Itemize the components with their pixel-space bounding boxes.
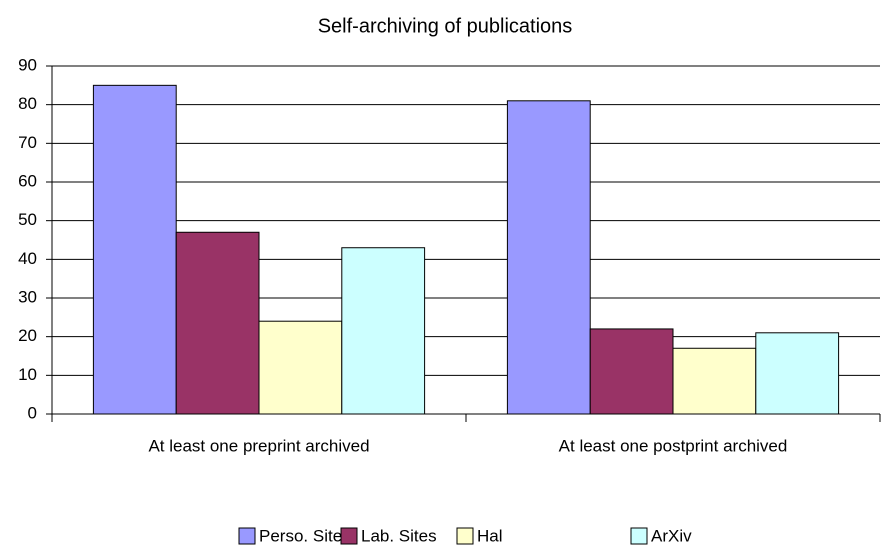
bar bbox=[258, 320, 343, 415]
bar bbox=[506, 100, 591, 415]
y-tick-label: 80 bbox=[18, 94, 37, 113]
x-tick-label: At least one postprint archived bbox=[559, 436, 788, 455]
legend-swatch bbox=[340, 527, 358, 545]
y-tick-label: 30 bbox=[18, 287, 37, 306]
bar bbox=[92, 84, 177, 415]
y-tick-label: 40 bbox=[18, 249, 37, 268]
bar bbox=[341, 247, 426, 415]
legend-label: ArXiv bbox=[651, 526, 692, 545]
legend-swatch bbox=[630, 527, 648, 545]
bar bbox=[672, 347, 757, 415]
bar bbox=[755, 332, 840, 415]
legend-swatch bbox=[238, 527, 256, 545]
y-tick-label: 50 bbox=[18, 210, 37, 229]
legend-swatch bbox=[456, 527, 474, 545]
bar bbox=[175, 231, 260, 415]
legend-label: Perso. Sites bbox=[259, 526, 351, 545]
chart-title: Self-archiving of publications bbox=[318, 15, 573, 37]
y-tick-label: 90 bbox=[18, 55, 37, 74]
y-tick-label: 0 bbox=[28, 403, 37, 422]
y-tick-label: 70 bbox=[18, 133, 37, 152]
y-tick-label: 20 bbox=[18, 326, 37, 345]
bar bbox=[589, 328, 674, 415]
legend-label: Hal bbox=[477, 526, 503, 545]
x-tick-label: At least one preprint archived bbox=[148, 436, 369, 455]
y-tick-label: 60 bbox=[18, 171, 37, 190]
y-tick-label: 10 bbox=[18, 365, 37, 384]
legend-label: Lab. Sites bbox=[361, 526, 437, 545]
